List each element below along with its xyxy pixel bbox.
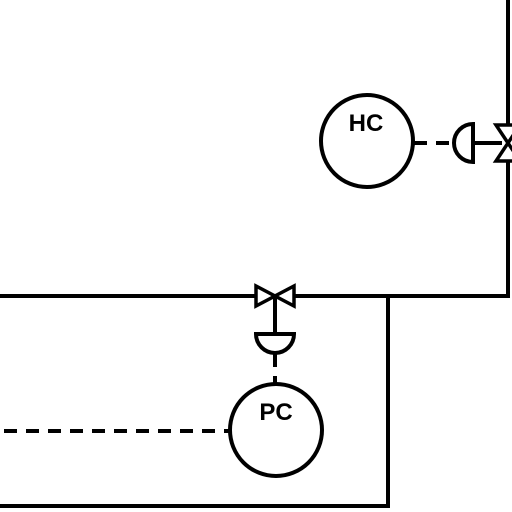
hc-tag-label: HC	[349, 110, 384, 137]
hc-instrument-bubble	[319, 93, 415, 189]
hc-valve-assembly[interactable]	[452, 121, 512, 165]
pc-instrument-bubble	[228, 382, 324, 478]
pc-controller[interactable]: PC	[228, 382, 324, 478]
pc-tag-label: PC	[259, 399, 292, 426]
hc-diaphragm-actuator-icon	[452, 121, 475, 165]
pc-diaphragm-actuator-icon	[253, 332, 297, 355]
hc-controller[interactable]: HC	[319, 93, 415, 189]
pc-control-valve-icon	[254, 283, 296, 309]
hc-control-valve-icon	[492, 123, 512, 163]
pc-valve-assembly[interactable]	[253, 283, 297, 355]
lower-process-line	[0, 296, 390, 508]
upper-process-line	[0, 0, 510, 298]
